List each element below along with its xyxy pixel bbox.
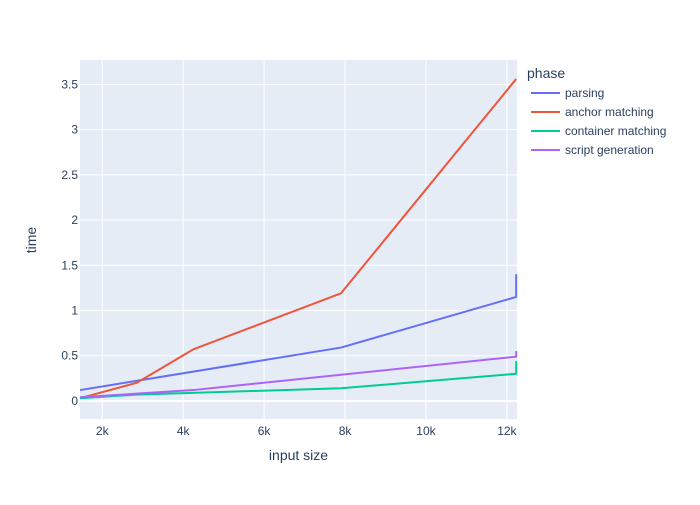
x-tick-label: 10k <box>416 424 436 438</box>
y-axis-title: time <box>23 227 39 254</box>
gridlines <box>80 60 517 419</box>
y-tick-label: 3.5 <box>61 77 78 91</box>
y-tick-label: 3 <box>71 123 78 137</box>
series-line-anchor-matching <box>79 78 517 400</box>
x-tick-label: 12k <box>497 424 517 438</box>
x-tick-label: 8k <box>339 424 353 438</box>
y-tick-label: 0.5 <box>61 349 78 363</box>
y-tick-label: 0 <box>71 394 78 408</box>
x-tick-label: 2k <box>96 424 110 438</box>
legend-label: container matching <box>565 124 666 138</box>
legend-title: phase <box>527 65 565 81</box>
y-tick-label: 1.5 <box>61 258 78 272</box>
legend-label: anchor matching <box>565 105 654 119</box>
series-line-parsing <box>79 274 518 392</box>
legend: phase parsing anchor matching container ma… <box>527 65 666 157</box>
x-axis-title: input size <box>269 447 328 463</box>
legend-label: parsing <box>565 86 604 100</box>
legend-items: parsing anchor matching container matching… <box>531 86 666 157</box>
y-tick-label: 2.5 <box>61 168 78 182</box>
series-line-script-generation <box>79 351 518 399</box>
x-tick-label: 6k <box>258 424 272 438</box>
y-tick-label: 2 <box>71 213 78 227</box>
series-lines <box>79 78 518 400</box>
legend-label: script generation <box>565 143 654 157</box>
x-tick-labels: 2k 4k 6k 8k 10k 12k <box>96 424 518 438</box>
y-tick-labels: 0 0.5 1 1.5 2 2.5 3 3.5 <box>61 77 78 407</box>
y-tick-label: 1 <box>71 303 78 317</box>
x-tick-label: 4k <box>177 424 191 438</box>
plot-background <box>80 60 517 419</box>
